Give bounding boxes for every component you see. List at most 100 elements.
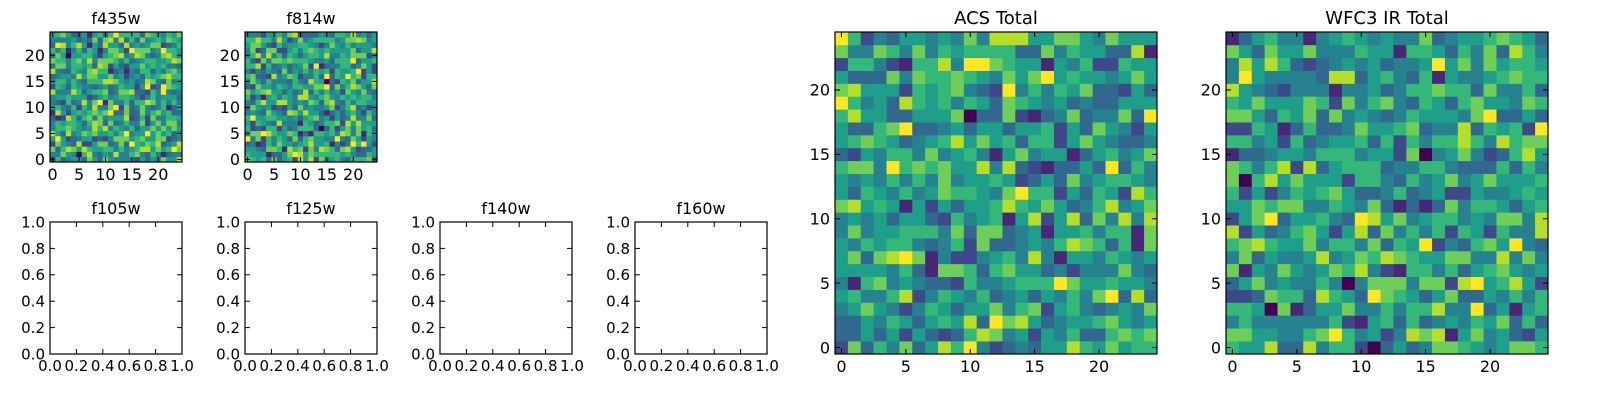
heatmap-cell	[963, 70, 977, 84]
heatmap-cell	[1522, 250, 1536, 265]
heatmap-cell	[1419, 302, 1433, 316]
heatmap-cell	[176, 89, 183, 95]
heatmap-cell	[1354, 238, 1368, 252]
heatmap-cell	[912, 315, 926, 329]
heatmap-cell	[912, 199, 926, 213]
heatmap-cell	[989, 160, 1003, 174]
heatmap-cell	[350, 125, 357, 132]
heatmap-cell	[318, 32, 325, 38]
heatmap-cell	[308, 94, 314, 100]
heatmap-cell	[1066, 70, 1081, 84]
heatmap-cell	[1432, 250, 1446, 265]
heatmap-cell	[65, 52, 72, 59]
heatmap-cell	[860, 160, 874, 174]
heatmap-cell	[297, 151, 304, 158]
y-tick-label: 0.2	[216, 319, 240, 337]
heatmap-cell	[287, 73, 293, 80]
heatmap-cell	[912, 96, 926, 110]
heatmap-cell	[129, 94, 135, 100]
heatmap-cell	[245, 84, 251, 90]
heatmap-cell	[86, 37, 93, 43]
heatmap-cell	[324, 130, 330, 137]
heatmap-cell	[324, 141, 330, 147]
heatmap-cell	[1092, 70, 1106, 84]
heatmap-cell	[250, 58, 256, 64]
heatmap-cell	[340, 156, 346, 163]
heatmap-cell	[1303, 32, 1317, 46]
heatmap-cell	[1144, 135, 1158, 149]
heatmap-cell	[350, 141, 357, 147]
heatmap-cell	[1354, 109, 1368, 123]
heatmap-cell	[925, 122, 939, 136]
heatmap-cell	[1380, 83, 1394, 97]
heatmap-cell	[1329, 212, 1343, 226]
heatmap-cell	[287, 58, 293, 64]
heatmap-cell	[1002, 122, 1016, 136]
heatmap-cell	[1290, 263, 1304, 278]
heatmap-cell	[1226, 315, 1240, 329]
heatmap-cell	[1226, 109, 1240, 123]
heatmap-cell	[118, 110, 125, 116]
heatmap-cell	[963, 135, 977, 149]
heatmap-cell	[345, 58, 351, 64]
heatmap-cell	[1419, 315, 1433, 329]
heatmap-cell	[950, 225, 965, 239]
heatmap-cell	[1483, 57, 1497, 71]
heatmap-cell	[166, 37, 172, 43]
heatmap-cell	[1277, 147, 1291, 162]
heatmap-cell	[355, 99, 362, 106]
heatmap-cell	[292, 130, 299, 137]
heatmap-cell	[113, 94, 119, 100]
heatmap-cell	[255, 68, 262, 74]
heatmap-cell	[65, 89, 72, 95]
heatmap-cell	[1470, 289, 1484, 303]
heatmap-cell	[150, 37, 156, 43]
heatmap-cell	[350, 42, 357, 48]
heatmap-cell	[1535, 32, 1549, 46]
heatmap-cell	[118, 130, 125, 137]
heatmap-cell	[329, 141, 336, 147]
heatmap-cell	[950, 238, 965, 252]
heatmap-cell	[1354, 199, 1368, 213]
heatmap-cell	[65, 94, 72, 100]
heatmap-cell	[313, 120, 320, 126]
heatmap-cell	[1419, 276, 1433, 290]
heatmap-cell	[886, 212, 900, 226]
heatmap-cell	[912, 109, 926, 123]
heatmap-cell	[1264, 70, 1278, 84]
heatmap-cell	[313, 104, 320, 111]
axes-frame	[1225, 31, 1549, 355]
heatmap-cell	[1303, 160, 1317, 174]
heatmap-cell	[102, 146, 109, 152]
heatmap-cell	[266, 89, 272, 95]
heatmap-cell	[1496, 328, 1510, 342]
heatmap-cell	[873, 70, 887, 84]
heatmap-cell	[271, 73, 277, 80]
y-tick-label: 0.2	[411, 319, 435, 337]
x-tick-label: 0.8	[534, 357, 558, 375]
heatmap-cell	[81, 89, 88, 95]
heatmap-cell	[1419, 109, 1433, 123]
heatmap-cell	[271, 84, 277, 90]
heatmap-cell	[60, 104, 67, 111]
heatmap-cell	[1092, 32, 1106, 46]
heatmap-cell	[847, 32, 862, 46]
heatmap-cell	[1251, 173, 1265, 187]
heatmap-cell	[976, 302, 990, 316]
heatmap-cell	[97, 125, 104, 132]
heatmap-cell	[1329, 160, 1343, 174]
heatmap-cell	[989, 315, 1003, 329]
heatmap-cell	[912, 147, 926, 162]
heatmap-cell	[92, 151, 98, 158]
heatmap-cell	[835, 276, 849, 290]
heatmap-cell	[1226, 44, 1240, 59]
heatmap-cell	[260, 63, 267, 69]
heatmap-cell	[1226, 122, 1240, 136]
heatmap-cell	[1028, 276, 1042, 290]
heatmap-cell	[303, 32, 309, 38]
heatmap-cell	[938, 32, 952, 46]
heatmap-cell	[1144, 173, 1158, 187]
heatmap-cell	[1041, 186, 1055, 200]
heatmap-cell	[308, 130, 314, 137]
heatmap-cell	[361, 94, 367, 100]
